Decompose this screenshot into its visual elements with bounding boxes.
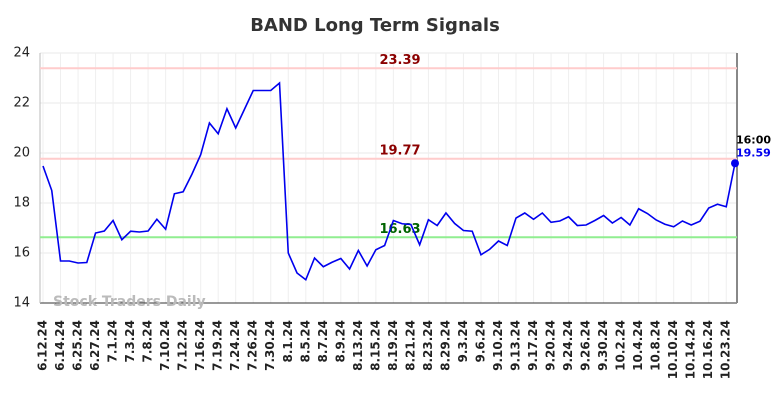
x-tick-label: 8.19.24	[386, 320, 400, 371]
x-tick-label: 8.15.24	[368, 320, 382, 371]
x-tick-label: 8.5.24	[298, 320, 312, 363]
x-tick-label: 8.1.24	[281, 320, 295, 363]
x-tick-label: 8.7.24	[316, 320, 330, 363]
x-tick-label: 9.6.24	[473, 320, 487, 363]
x-tick-label: 8.13.24	[351, 320, 365, 371]
x-tick-label: 8.21.24	[403, 320, 417, 371]
x-tick-label: 7.16.24	[193, 320, 207, 371]
x-tick-label: 10.23.24	[719, 320, 733, 379]
y-tick-label: 14	[13, 296, 30, 311]
x-tick-label: 10.14.24	[684, 320, 698, 379]
signal-label: 23.39	[379, 53, 420, 68]
x-tick-label: 7.1.24	[106, 320, 120, 363]
price-line	[42, 81, 736, 282]
watermark: Stock Traders Daily	[53, 294, 206, 310]
last-point	[731, 159, 739, 168]
last-time: 16:00	[736, 133, 771, 146]
x-tick-label: 10.4.24	[631, 320, 645, 371]
x-tick-label: 7.19.24	[211, 320, 225, 371]
x-tick-label: 8.9.24	[333, 320, 347, 363]
x-tick-label: 9.26.24	[579, 320, 593, 371]
x-tick-label: 7.26.24	[246, 320, 260, 371]
x-tick-label: 9.17.24	[526, 320, 540, 371]
x-tick-label: 6.27.24	[88, 320, 102, 371]
x-tick-label: 10.10.24	[666, 320, 680, 379]
x-tick-label: 9.24.24	[561, 320, 575, 371]
y-tick-label: 20	[13, 146, 30, 161]
y-tick-label: 18	[13, 196, 30, 211]
x-tick-label: 9.3.24	[456, 320, 470, 363]
x-tick-label: 9.10.24	[491, 320, 505, 371]
x-tick-label: 6.25.24	[71, 320, 85, 371]
last-value: 19.59	[736, 146, 771, 159]
x-tick-label: 10.16.24	[701, 320, 715, 379]
x-tick-label: 10.2.24	[614, 320, 628, 371]
x-tick-label: 9.30.24	[596, 320, 610, 371]
y-tick-label: 22	[13, 96, 30, 111]
x-tick-label: 7.30.24	[263, 320, 277, 371]
signal-label: 19.77	[379, 143, 420, 158]
x-tick-label: 6.12.24	[36, 320, 50, 371]
x-tick-label: 6.14.24	[53, 320, 67, 371]
chart-title: BAND Long Term Signals	[250, 15, 500, 36]
x-tick-label: 8.29.24	[438, 320, 452, 371]
x-tick-label: 7.12.24	[176, 320, 190, 371]
x-tick-label: 10.8.24	[649, 320, 663, 371]
x-tick-label: 7.10.24	[158, 320, 172, 371]
y-tick-label: 16	[13, 246, 30, 261]
x-tick-label: 7.24.24	[228, 320, 242, 371]
x-tick-label: 8.23.24	[421, 320, 435, 371]
x-tick-label: 9.13.24	[509, 320, 523, 371]
x-tick-label: 9.20.24	[544, 320, 558, 371]
y-tick-label: 24	[13, 46, 30, 61]
x-tick-label: 7.3.24	[123, 320, 137, 363]
x-tick-label: 7.8.24	[141, 320, 155, 363]
